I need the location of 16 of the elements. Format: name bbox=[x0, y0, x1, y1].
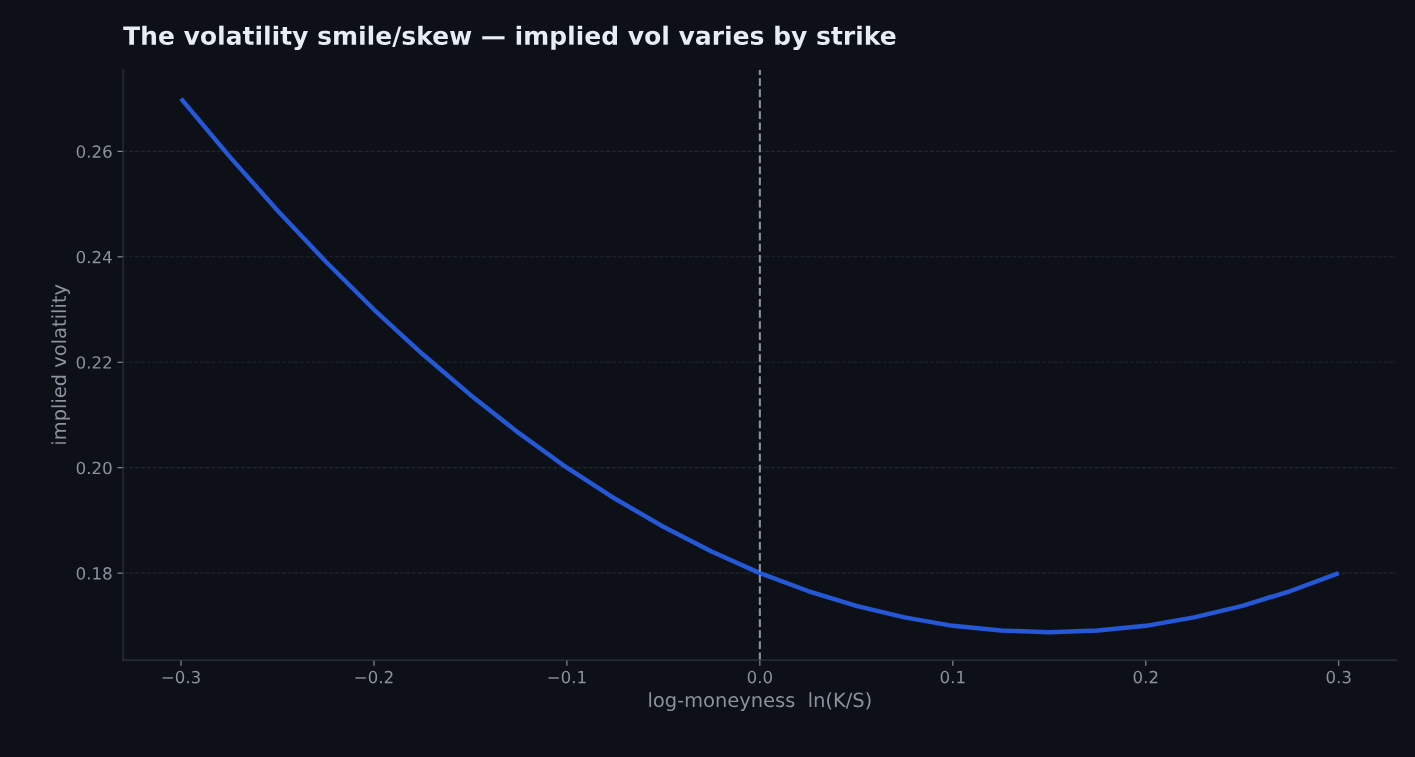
line-series bbox=[178, 96, 1341, 635]
y-tick-label: 0.22 bbox=[76, 356, 112, 369]
x-tick-label: 0.2 bbox=[1133, 670, 1158, 684]
y-tick-label: 0.24 bbox=[76, 250, 112, 264]
x-tick-label: −0.2 bbox=[355, 670, 393, 684]
chart-title: The volatility smile/skew — implied vol varies by strike bbox=[123, 25, 896, 51]
y-axis-title: implied volatility bbox=[51, 284, 71, 444]
x-tick-label: 0.3 bbox=[1326, 670, 1351, 684]
x-tick-label: 0.1 bbox=[940, 670, 965, 684]
y-tick-label: 0.26 bbox=[76, 145, 112, 158]
x-tick-label: −0.1 bbox=[548, 670, 586, 684]
y-tick-label: 0.18 bbox=[76, 567, 112, 580]
x-tick-label: −0.3 bbox=[162, 670, 200, 684]
x-tick-label: 0.0 bbox=[747, 670, 772, 684]
x-axis-title: log-moneyness ln(K/S) bbox=[649, 692, 871, 712]
y-tick-label: 0.20 bbox=[76, 461, 112, 475]
